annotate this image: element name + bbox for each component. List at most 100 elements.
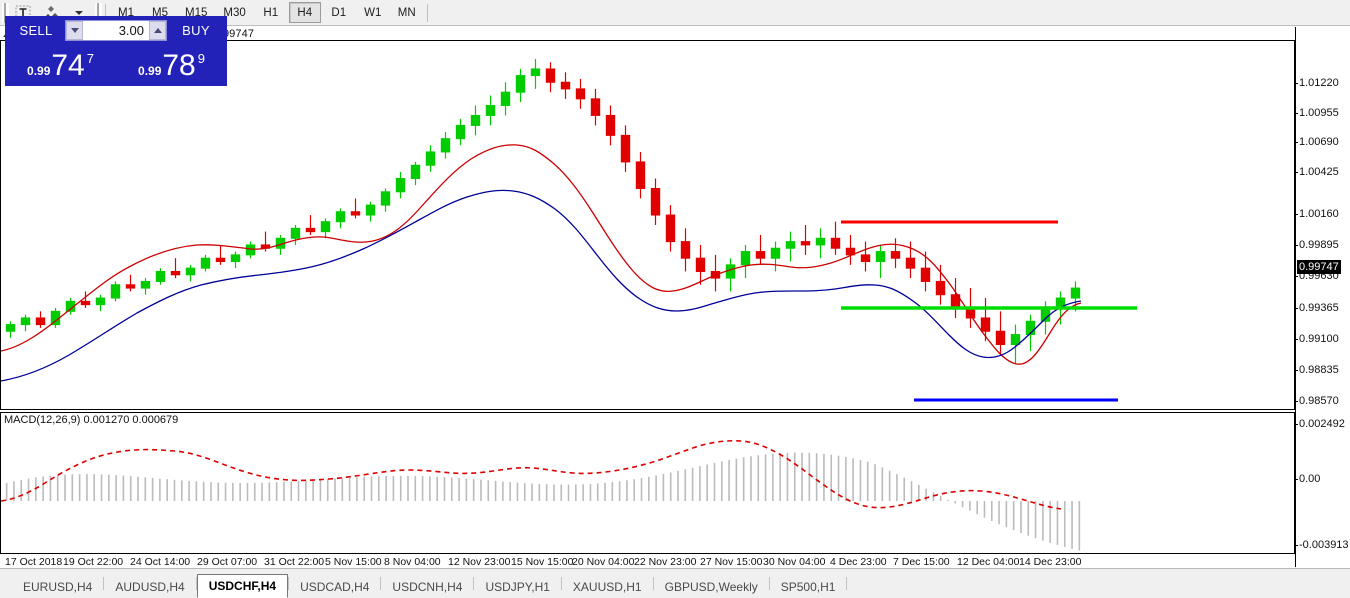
candle-body — [35, 317, 46, 326]
candle-body — [695, 257, 706, 272]
tab-separator — [288, 577, 290, 590]
chevron-down-icon[interactable] — [66, 2, 92, 24]
triangle-down-icon — [70, 28, 79, 33]
time-tick: 12 Nov 23:00 — [448, 556, 511, 568]
time-tick: 12 Dec 04:00 — [957, 556, 1020, 568]
price-tick: 1.01220 — [1295, 77, 1339, 89]
slow-ma-line — [1, 189, 1082, 382]
tab-separator — [195, 577, 197, 590]
price-divider — [115, 43, 117, 82]
chart-tab-usdchf-h4[interactable]: USDCHF,H4 — [196, 574, 289, 598]
time-axis: 17 Oct 2018 19 Oct 22:00 24 Oct 14:00 29 Oc… — [0, 555, 1295, 569]
price-tick: 1.00690 — [1295, 136, 1339, 148]
time-tick: 5 Nov 15:00 — [325, 556, 382, 568]
sell-price-main: 74 — [51, 49, 85, 82]
sell-button[interactable]: SELL — [19, 23, 53, 38]
volume-increment-button[interactable] — [149, 21, 166, 40]
candle-body — [440, 138, 451, 153]
volume-stepper[interactable]: 3.00 — [65, 20, 167, 41]
price-tick: 0.99365 — [1295, 302, 1339, 314]
candle-body — [755, 251, 766, 259]
price-chart-svg — [1, 59, 1137, 402]
macd-axis-tick: 0.002492 — [1295, 418, 1345, 430]
candle-body — [575, 88, 586, 100]
candle-body — [530, 68, 541, 77]
candle-body — [785, 241, 796, 249]
time-tick: 24 Oct 14:00 — [130, 556, 191, 568]
timeframe-h1[interactable]: H1 — [263, 6, 279, 19]
candle-body — [740, 251, 751, 266]
candle-body — [605, 114, 616, 136]
time-tick: 4 Dec 23:00 — [830, 556, 887, 568]
buy-price-prefix: 0.99 — [138, 64, 162, 78]
sell-price-prefix: 0.99 — [27, 64, 51, 78]
volume-input[interactable]: 3.00 — [83, 21, 149, 40]
chart-tab-gbpusd-weekly[interactable]: GBPUSD,Weekly — [664, 580, 758, 594]
timeframe-m15[interactable]: M15 — [185, 6, 208, 19]
time-tick: 19 Oct 22:00 — [63, 556, 124, 568]
toolbar-grip[interactable] — [2, 2, 9, 23]
sell-price-display[interactable]: 0.99 74 7 — [9, 43, 112, 82]
current-price-label: 0.99747 — [1297, 260, 1341, 274]
candle-body — [200, 257, 211, 269]
chart-tab-usdcnh-h4[interactable]: USDCNH,H4 — [392, 580, 463, 594]
chart-tab-usdjpy-h1[interactable]: USDJPY,H1 — [485, 580, 550, 594]
time-tick: 14 Dec 23:00 — [1019, 556, 1082, 568]
candle-body — [1010, 334, 1021, 346]
price-axis[interactable]: 1.01220 1.00955 1.00690 1.00425 1.00160 0.998… — [1294, 27, 1350, 567]
timeframe-d1[interactable]: D1 — [331, 6, 347, 19]
macd-axis-tick: 0.00 — [1294, 473, 1321, 485]
time-tick: 31 Oct 22:00 — [264, 556, 325, 568]
candle-body — [560, 81, 571, 90]
time-tick: 22 Nov 23:00 — [634, 556, 697, 568]
trade-panel-controls: SELL 3.00 BUY — [6, 17, 226, 42]
candle-body — [635, 161, 646, 189]
chart-tab-sp500-h1[interactable]: SP500,H1 — [780, 580, 836, 594]
candle-body — [590, 98, 601, 116]
candle-body — [980, 317, 991, 332]
candle-body — [125, 284, 136, 289]
timeframe-w1[interactable]: W1 — [364, 6, 382, 19]
candle-body — [110, 284, 121, 299]
price-tick: 0.98835 — [1295, 364, 1339, 376]
sell-price-sup: 7 — [86, 51, 94, 66]
candle-body — [935, 280, 946, 296]
timeframe-mn[interactable]: MN — [397, 6, 416, 19]
buy-price-display[interactable]: 0.99 78 9 — [120, 43, 223, 82]
chart-tab-audusd-h4[interactable]: AUDUSD,H4 — [115, 580, 185, 594]
tab-separator — [768, 577, 770, 590]
candle-body — [815, 237, 826, 246]
buy-price-main: 78 — [162, 49, 196, 82]
price-tick: 1.00955 — [1295, 107, 1339, 119]
price-tick: 0.98570 — [1295, 395, 1339, 407]
timeframe-m5[interactable]: M5 — [152, 6, 168, 19]
candle-body — [995, 330, 1006, 346]
time-tick: 17 Oct 2018 — [5, 556, 63, 568]
candle-body — [875, 251, 886, 263]
candle-body — [80, 300, 91, 306]
buy-button[interactable]: BUY — [182, 23, 210, 38]
candle-body — [470, 114, 481, 126]
tab-separator — [380, 577, 382, 590]
chart-tab-eurusd-h4[interactable]: EURUSD,H4 — [23, 580, 93, 594]
one-click-trading-panel[interactable]: SELL 3.00 BUY 0.99 74 7 0.99 78 9 — [5, 16, 227, 86]
chart-window: USDCHF,H4 0.99703 0.99794 0.99673 0.9974… — [0, 27, 1350, 569]
price-pane[interactable] — [0, 40, 1295, 410]
toolbar-grip-2[interactable] — [95, 2, 102, 23]
candle-body — [860, 254, 871, 263]
timeframe-m1[interactable]: M1 — [118, 6, 134, 19]
chart-tab-xauusd-h1[interactable]: XAUUSD,H1 — [572, 580, 642, 594]
time-tick: 15 Nov 15:00 — [511, 556, 574, 568]
candle-body — [5, 324, 16, 332]
timeframe-m30[interactable]: M30 — [223, 6, 246, 19]
candle-body — [320, 221, 331, 233]
chart-tab-usdcad-h4[interactable]: USDCAD,H4 — [300, 580, 370, 594]
macd-pane[interactable]: MACD(12,26,9) 0.001270 0.000679 — [0, 412, 1295, 554]
candle-body — [890, 251, 901, 259]
time-tick: 20 Nov 04:00 — [572, 556, 635, 568]
time-tick: 29 Oct 07:00 — [197, 556, 258, 568]
volume-decrement-button[interactable] — [66, 21, 83, 40]
timeframe-h4[interactable]: H4 — [288, 2, 321, 23]
tab-separator-end — [846, 577, 848, 590]
triangle-up-icon — [153, 28, 162, 33]
